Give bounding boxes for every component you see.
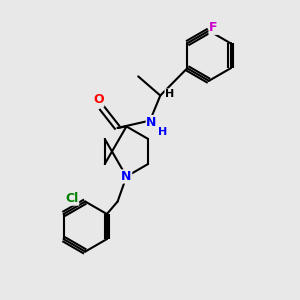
Text: F: F (209, 21, 218, 34)
Text: H: H (158, 127, 167, 137)
Text: Cl: Cl (65, 192, 79, 205)
Text: N: N (121, 170, 132, 183)
Text: N: N (146, 116, 157, 128)
Text: O: O (93, 93, 104, 106)
Text: H: H (165, 89, 174, 99)
